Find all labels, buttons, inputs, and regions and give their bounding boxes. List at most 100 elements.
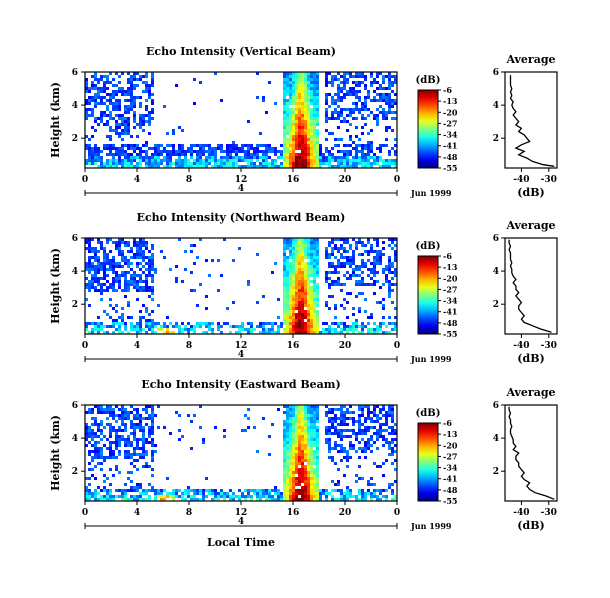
colorbar-tick-label: -13 [443,262,458,272]
x-tick-label: 8 [186,175,192,185]
average-frame [504,71,558,169]
colorbar-tick-label: -41 [443,141,457,151]
x-tick-label: 0 [82,341,88,351]
heatmap-cells [85,405,397,501]
date-label: Jun 1999 [410,188,452,198]
x-tick-label: 8 [186,341,192,351]
average-profile-line [509,75,555,167]
colorbar-tick-label: -6 [443,251,452,261]
x-tick-label: 4 [134,341,140,351]
colorbar-tick-label: -20 [443,273,458,283]
y-axis-label: Height (km) [49,82,62,158]
panel-2: Echo Intensity (Eastward Beam) 2 4 6 Height … [49,378,558,549]
colorbar [417,422,439,502]
avg-y-tick-label: 6 [493,68,499,78]
colorbar-tick-label: -27 [443,118,457,128]
average-profile-line [508,406,555,500]
x-axis-label: Local Time [207,536,275,549]
y-axis-label: Height (km) [49,415,62,491]
colorbar-tick-label: -27 [443,284,457,294]
y-tick-label: 4 [72,267,78,277]
colorbar-tick-label: -48 [443,318,458,328]
colorbar-tick-label: -20 [443,440,458,450]
average-frame [504,404,558,502]
x-tick-label: 20 [339,508,352,518]
y-tick-label: 4 [72,434,78,444]
heatmap-cells [85,72,397,168]
y-tick-label: 6 [72,68,78,78]
avg-x-axis-label: (dB) [517,352,544,365]
day-marker-label: 4 [238,517,244,527]
colorbar-tick-label: -13 [443,429,458,439]
avg-y-tick-label: 4 [493,101,499,111]
avg-x-axis-label: (dB) [517,186,544,199]
y-tick-label: 6 [72,234,78,244]
panel-title: Echo Intensity (Eastward Beam) [141,378,340,391]
y-tick-label: 4 [72,101,78,111]
average-title: Average [505,386,555,399]
avg-y-tick-label: 6 [493,401,499,411]
panel-1: Echo Intensity (Northward Beam) 2 4 6 Height… [49,211,558,365]
colorbar-tick-label: -20 [443,107,458,117]
average-frame [504,237,558,335]
colorbar-unit: (dB) [416,241,441,252]
colorbar-tick-label: -41 [443,474,457,484]
x-tick-label: 0 [394,341,400,351]
x-tick-label: 20 [339,175,352,185]
x-tick-label: 12 [235,175,248,185]
colorbar-tick-label: -34 [443,130,458,140]
day-marker-label: 4 [238,350,244,360]
y-tick-label: 6 [72,401,78,411]
colorbar-tick-label: -41 [443,307,457,317]
date-label: Jun 1999 [410,354,452,364]
x-tick-label: 0 [394,508,400,518]
average-title: Average [505,219,555,232]
x-tick-label: 4 [134,508,140,518]
colorbar-tick-label: -34 [443,296,458,306]
colorbar-unit: (dB) [416,408,441,419]
x-tick-label: 20 [339,341,352,351]
colorbar-tick-label: -48 [443,152,458,162]
y-tick-label: 2 [72,467,78,477]
avg-x-tick-label: -30 [541,341,557,351]
x-tick-label: 12 [235,508,248,518]
panel-title: Echo Intensity (Vertical Beam) [146,45,336,58]
x-tick-label: 0 [394,175,400,185]
x-tick-label: 4 [134,175,140,185]
avg-x-tick-label: -30 [541,175,557,185]
panel-title: Echo Intensity (Northward Beam) [137,211,346,224]
colorbar [417,89,439,169]
colorbar-tick-label: -34 [443,463,458,473]
date-label: Jun 1999 [410,521,452,531]
colorbar-unit: (dB) [416,75,441,86]
colorbar-tick-label: -13 [443,96,458,106]
avg-x-tick-label: -40 [513,341,529,351]
heatmap-cells [85,238,397,334]
x-tick-label: 16 [287,341,300,351]
colorbar-tick-label: -6 [443,418,452,428]
avg-y-tick-label: 6 [493,234,499,244]
avg-x-axis-label: (dB) [517,519,544,532]
colorbar-tick-label: -55 [443,163,457,173]
avg-y-tick-label: 4 [493,267,499,277]
x-tick-label: 16 [287,175,300,185]
y-tick-label: 2 [72,134,78,144]
colorbar [417,255,439,335]
colorbar-tick-label: -27 [443,451,457,461]
colorbar-tick-label: -55 [443,496,457,506]
x-tick-label: 12 [235,341,248,351]
x-tick-label: 0 [82,175,88,185]
avg-y-tick-label: 4 [493,434,499,444]
colorbar-tick-label: -55 [443,329,457,339]
average-title: Average [505,53,555,66]
colorbar-tick-label: -6 [443,85,452,95]
avg-y-tick-label: 2 [493,300,499,310]
avg-y-tick-label: 2 [493,134,499,144]
x-tick-label: 0 [82,508,88,518]
avg-x-tick-label: -40 [513,508,529,518]
panel-0: Echo Intensity (Vertical Beam) 2 4 6 Height … [49,45,558,199]
y-tick-label: 2 [72,300,78,310]
x-tick-label: 8 [186,508,192,518]
colorbar-tick-label: -48 [443,485,458,495]
